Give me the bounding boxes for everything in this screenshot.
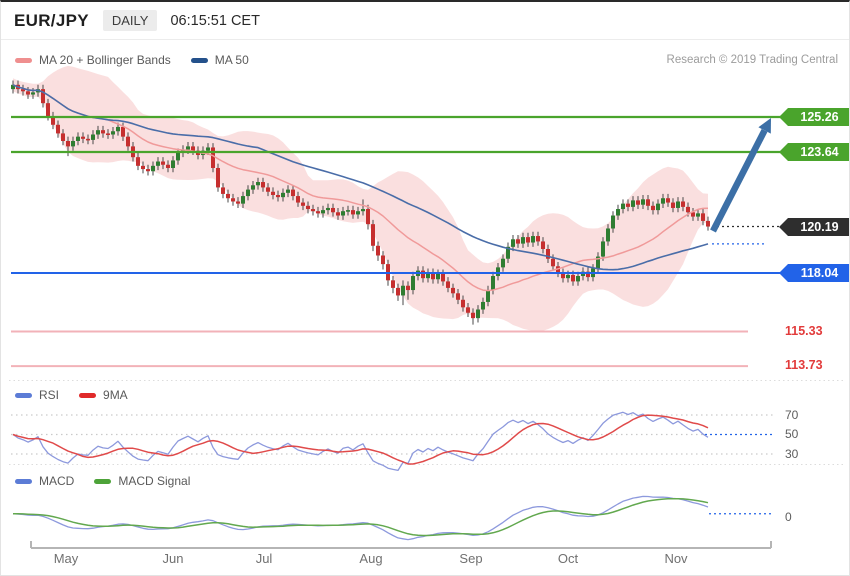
rsi-9ma-swatch	[79, 392, 97, 398]
macd-zero-label: 0	[785, 509, 792, 524]
resistance-price-value: 125.26	[800, 110, 839, 124]
ma20-bollinger-label: MA 20 + Bollinger Bands	[39, 53, 171, 67]
quote-timestamp: 06:15:51 CET	[170, 12, 260, 29]
resistance-price-value: 123.64	[800, 145, 839, 159]
rsi-label: RSI	[39, 388, 60, 402]
price-legend: MA 20 + Bollinger Bands MA 50	[15, 53, 269, 67]
axis-tick-may: May	[53, 551, 79, 566]
attribution-text: Research © 2019 Trading Central	[666, 54, 838, 66]
axis-tick-jun: Jun	[162, 551, 184, 566]
macd-legend: MACD MACD Signal	[15, 474, 210, 488]
axis-tick-sep: Sep	[459, 551, 483, 566]
support-price-tag-118-04: 118.04	[779, 263, 849, 282]
support-price-label-113-73: 113.73	[785, 358, 823, 373]
rsi-level-70: 70	[785, 408, 799, 422]
axis-tick-nov: Nov	[664, 551, 688, 566]
resistance-price-tag-125-26: 125.26	[779, 108, 849, 126]
rsi-level-30: 30	[785, 447, 799, 461]
last-price-tag-120-19: 120.19	[779, 217, 849, 236]
axis-tick-aug: Aug	[359, 551, 383, 566]
rsi-9ma-label: 9MA	[103, 388, 128, 402]
last-price-value: 120.19	[800, 219, 839, 234]
axis-tick-jul: Jul	[255, 551, 273, 566]
macd-signal-label: MACD Signal	[118, 474, 191, 488]
rsi-swatch	[15, 392, 32, 398]
symbol-title: EUR/JPY	[14, 10, 89, 30]
macd-signal-swatch	[94, 478, 112, 484]
rsi-level-50: 50	[785, 427, 799, 441]
timeframe-badge[interactable]: DAILY	[102, 10, 158, 31]
ma20-bollinger-swatch	[15, 57, 32, 63]
macd-label: MACD	[39, 474, 75, 488]
resistance-price-tag-123-64: 123.64	[779, 143, 849, 161]
macd-swatch	[15, 478, 32, 484]
ma50-swatch	[190, 57, 208, 63]
axis-tick-oct: Oct	[557, 551, 579, 566]
chart-header: EUR/JPY DAILY 06:15:51 CET	[1, 2, 849, 40]
support-price-value: 118.04	[800, 265, 839, 280]
support-price-label-115-33: 115.33	[785, 323, 823, 338]
ma50-label: MA 50	[214, 53, 249, 67]
rsi-legend: RSI 9MA	[15, 388, 148, 402]
